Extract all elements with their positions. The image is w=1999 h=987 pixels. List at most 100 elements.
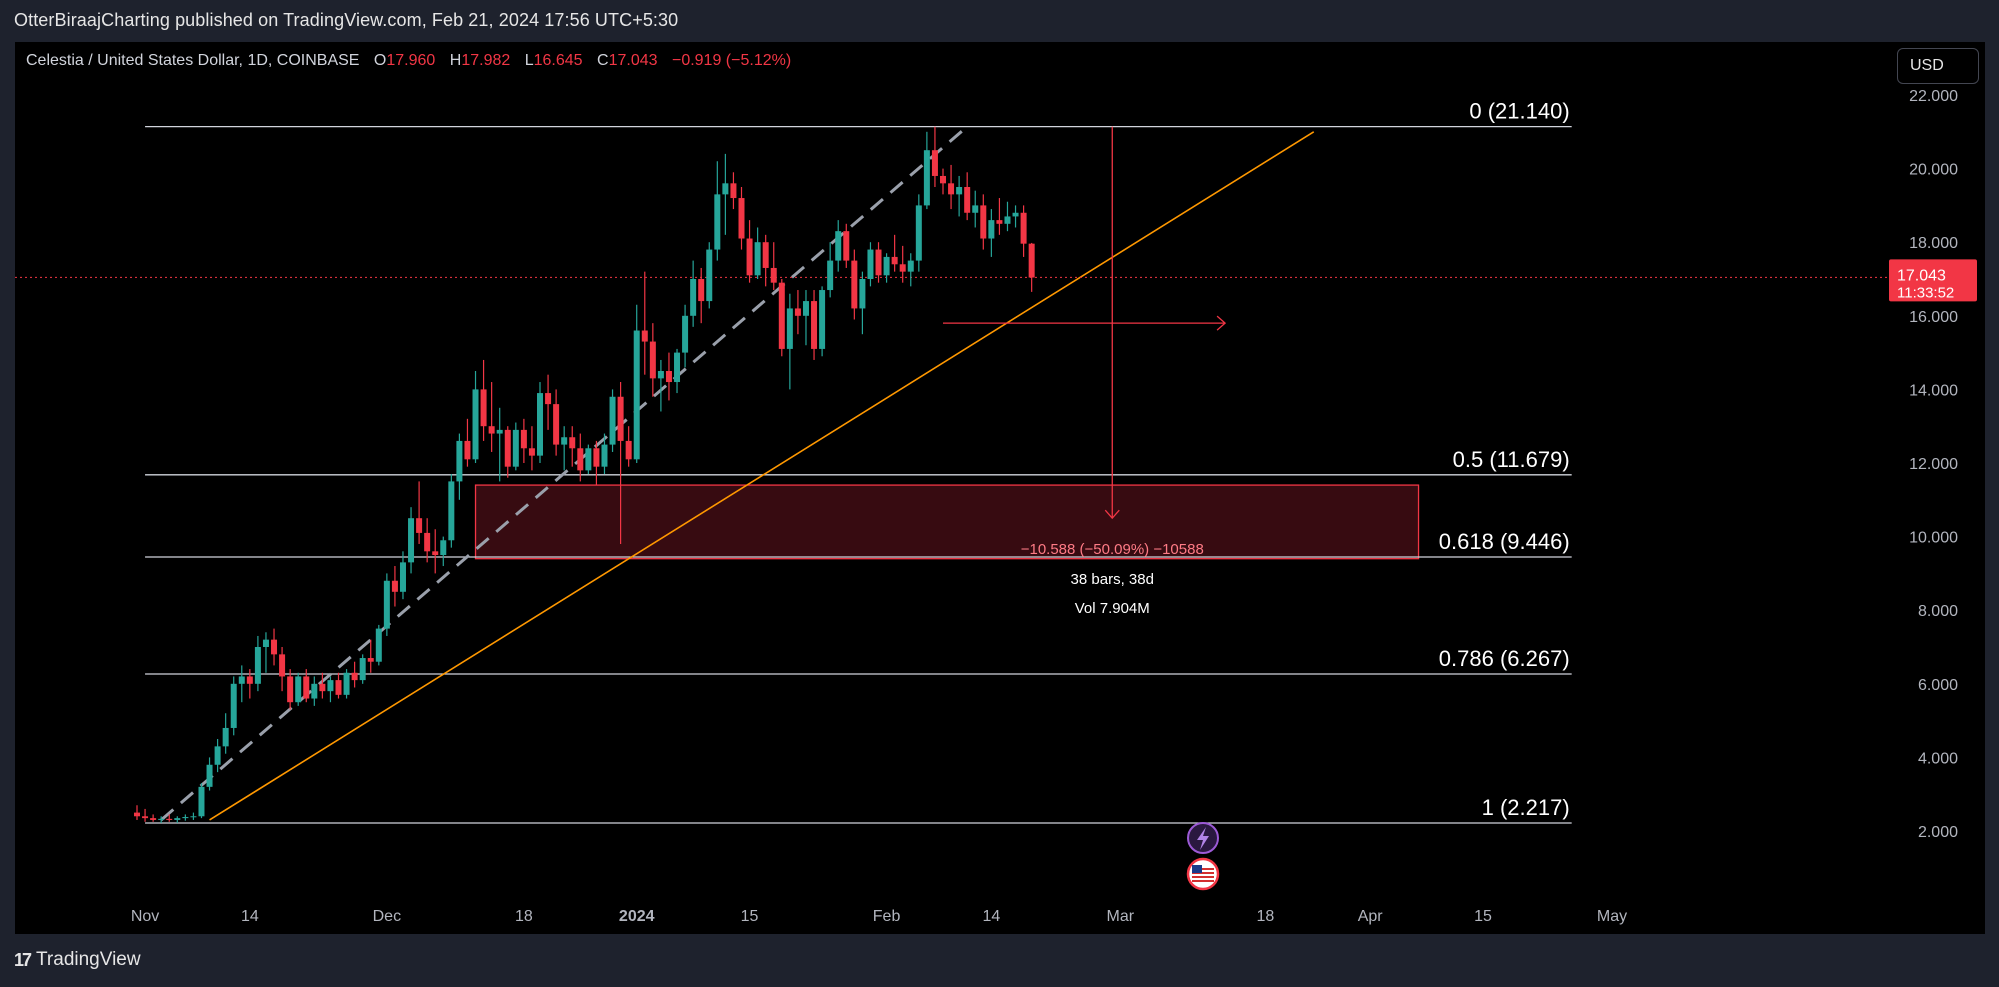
candle-body: [980, 205, 987, 239]
candle: [375, 624, 382, 666]
measure-horizontal-arrow-head: [1216, 315, 1227, 331]
candle-body: [940, 175, 946, 184]
candle: [577, 433, 584, 482]
candle-body: [448, 481, 455, 541]
time-tick-label: Mar: [1107, 908, 1135, 925]
flag-stripe: [1192, 868, 1214, 870]
candle-body: [682, 315, 689, 353]
candle-body: [883, 256, 890, 276]
price-tick-label: 2.000: [1918, 824, 1958, 841]
candle-body: [214, 746, 221, 765]
measure-volume-text: Vol 7.904M: [1075, 600, 1150, 617]
candle: [1028, 242, 1035, 292]
candle-body: [150, 818, 157, 820]
flag-stripe: [1192, 880, 1214, 882]
candle: [279, 647, 286, 692]
time-tick-label: 2024: [619, 908, 655, 925]
candle: [867, 242, 874, 287]
candle: [657, 359, 664, 412]
target-zone: [474, 484, 1420, 560]
candle-body: [754, 242, 761, 276]
currency-button[interactable]: USD: [1897, 48, 1979, 84]
candle: [649, 323, 656, 397]
candle-body: [851, 260, 858, 309]
candle-body: [238, 676, 245, 684]
candle-body: [271, 639, 278, 655]
fib-label-0.618: 0.618 (9.446): [1439, 529, 1570, 554]
candle-body: [359, 658, 366, 681]
candle-body: [424, 532, 431, 552]
candle-body: [520, 429, 527, 449]
time-tick-label: Dec: [373, 908, 401, 925]
candle: [1004, 201, 1011, 232]
candle: [416, 481, 423, 544]
candle-body: [794, 308, 801, 316]
candle-body: [262, 639, 269, 647]
candle-body: [649, 341, 656, 379]
candle-body: [287, 676, 294, 703]
candle: [851, 249, 858, 320]
candle: [843, 223, 850, 268]
candle: [593, 440, 600, 486]
candle-body: [811, 301, 818, 349]
candle-body: [472, 389, 479, 460]
candle-body: [375, 628, 382, 662]
candle: [367, 639, 374, 673]
candle: [714, 161, 721, 261]
fib-label-0.786: 0.786 (6.267): [1439, 646, 1570, 671]
candle: [335, 672, 342, 699]
candle-body: [802, 301, 809, 316]
candle: [142, 808, 149, 822]
candle: [190, 812, 197, 820]
candle: [980, 194, 987, 250]
flag-stripe: [1192, 876, 1214, 878]
tradingview-brand[interactable]: 17 TradingView: [14, 949, 141, 971]
candle: [238, 665, 245, 703]
candle: [641, 271, 648, 375]
candle-body: [416, 518, 423, 533]
candle-body: [770, 267, 777, 283]
candle: [811, 290, 818, 360]
candle-body: [609, 396, 616, 445]
candle-body: [738, 198, 745, 239]
open-value: 17.960: [386, 52, 436, 69]
fib-label-0.5: 0.5 (11.679): [1453, 447, 1570, 472]
price-tick-label: 8.000: [1918, 603, 1958, 620]
candle: [746, 220, 753, 283]
candle-body: [665, 371, 672, 383]
candle: [940, 168, 946, 195]
candle: [617, 382, 624, 544]
candle-body: [504, 429, 511, 467]
time-tick-label: Apr: [1358, 908, 1384, 925]
candle: [948, 164, 955, 210]
candle-body: [778, 282, 785, 349]
dashed-channel-line: [160, 125, 969, 822]
candle: [553, 389, 560, 456]
candle: [351, 661, 358, 688]
candle: [585, 444, 592, 475]
candle-body: [899, 264, 906, 272]
time-axis: Nov 14 Dec 18 2024 15 Feb 14 Mar 18 Apr 15 May: [131, 908, 1627, 925]
time-tick-label: May: [1597, 908, 1627, 925]
candle-body: [295, 676, 302, 703]
candle-body: [988, 220, 995, 239]
candle-body: [835, 231, 842, 261]
candle-body: [762, 242, 769, 268]
candle-body: [915, 205, 922, 261]
candle-body: [134, 812, 140, 817]
candle: [198, 783, 205, 819]
us-flag-event-icon: [1186, 857, 1220, 891]
candle-body: [827, 260, 834, 291]
candle: [520, 418, 527, 463]
candle: [399, 551, 406, 600]
candle: [1020, 205, 1027, 257]
change-value: −0.919 (−5.12%): [671, 52, 792, 69]
fib-label-1: 1 (2.217): [1482, 795, 1570, 820]
candle-body: [408, 518, 415, 563]
candle: [472, 371, 479, 463]
candle-body: [537, 393, 543, 456]
time-tick-label: 14: [982, 908, 1000, 925]
candles: [134, 126, 1035, 823]
price-tick-label: 10.000: [1909, 530, 1958, 547]
